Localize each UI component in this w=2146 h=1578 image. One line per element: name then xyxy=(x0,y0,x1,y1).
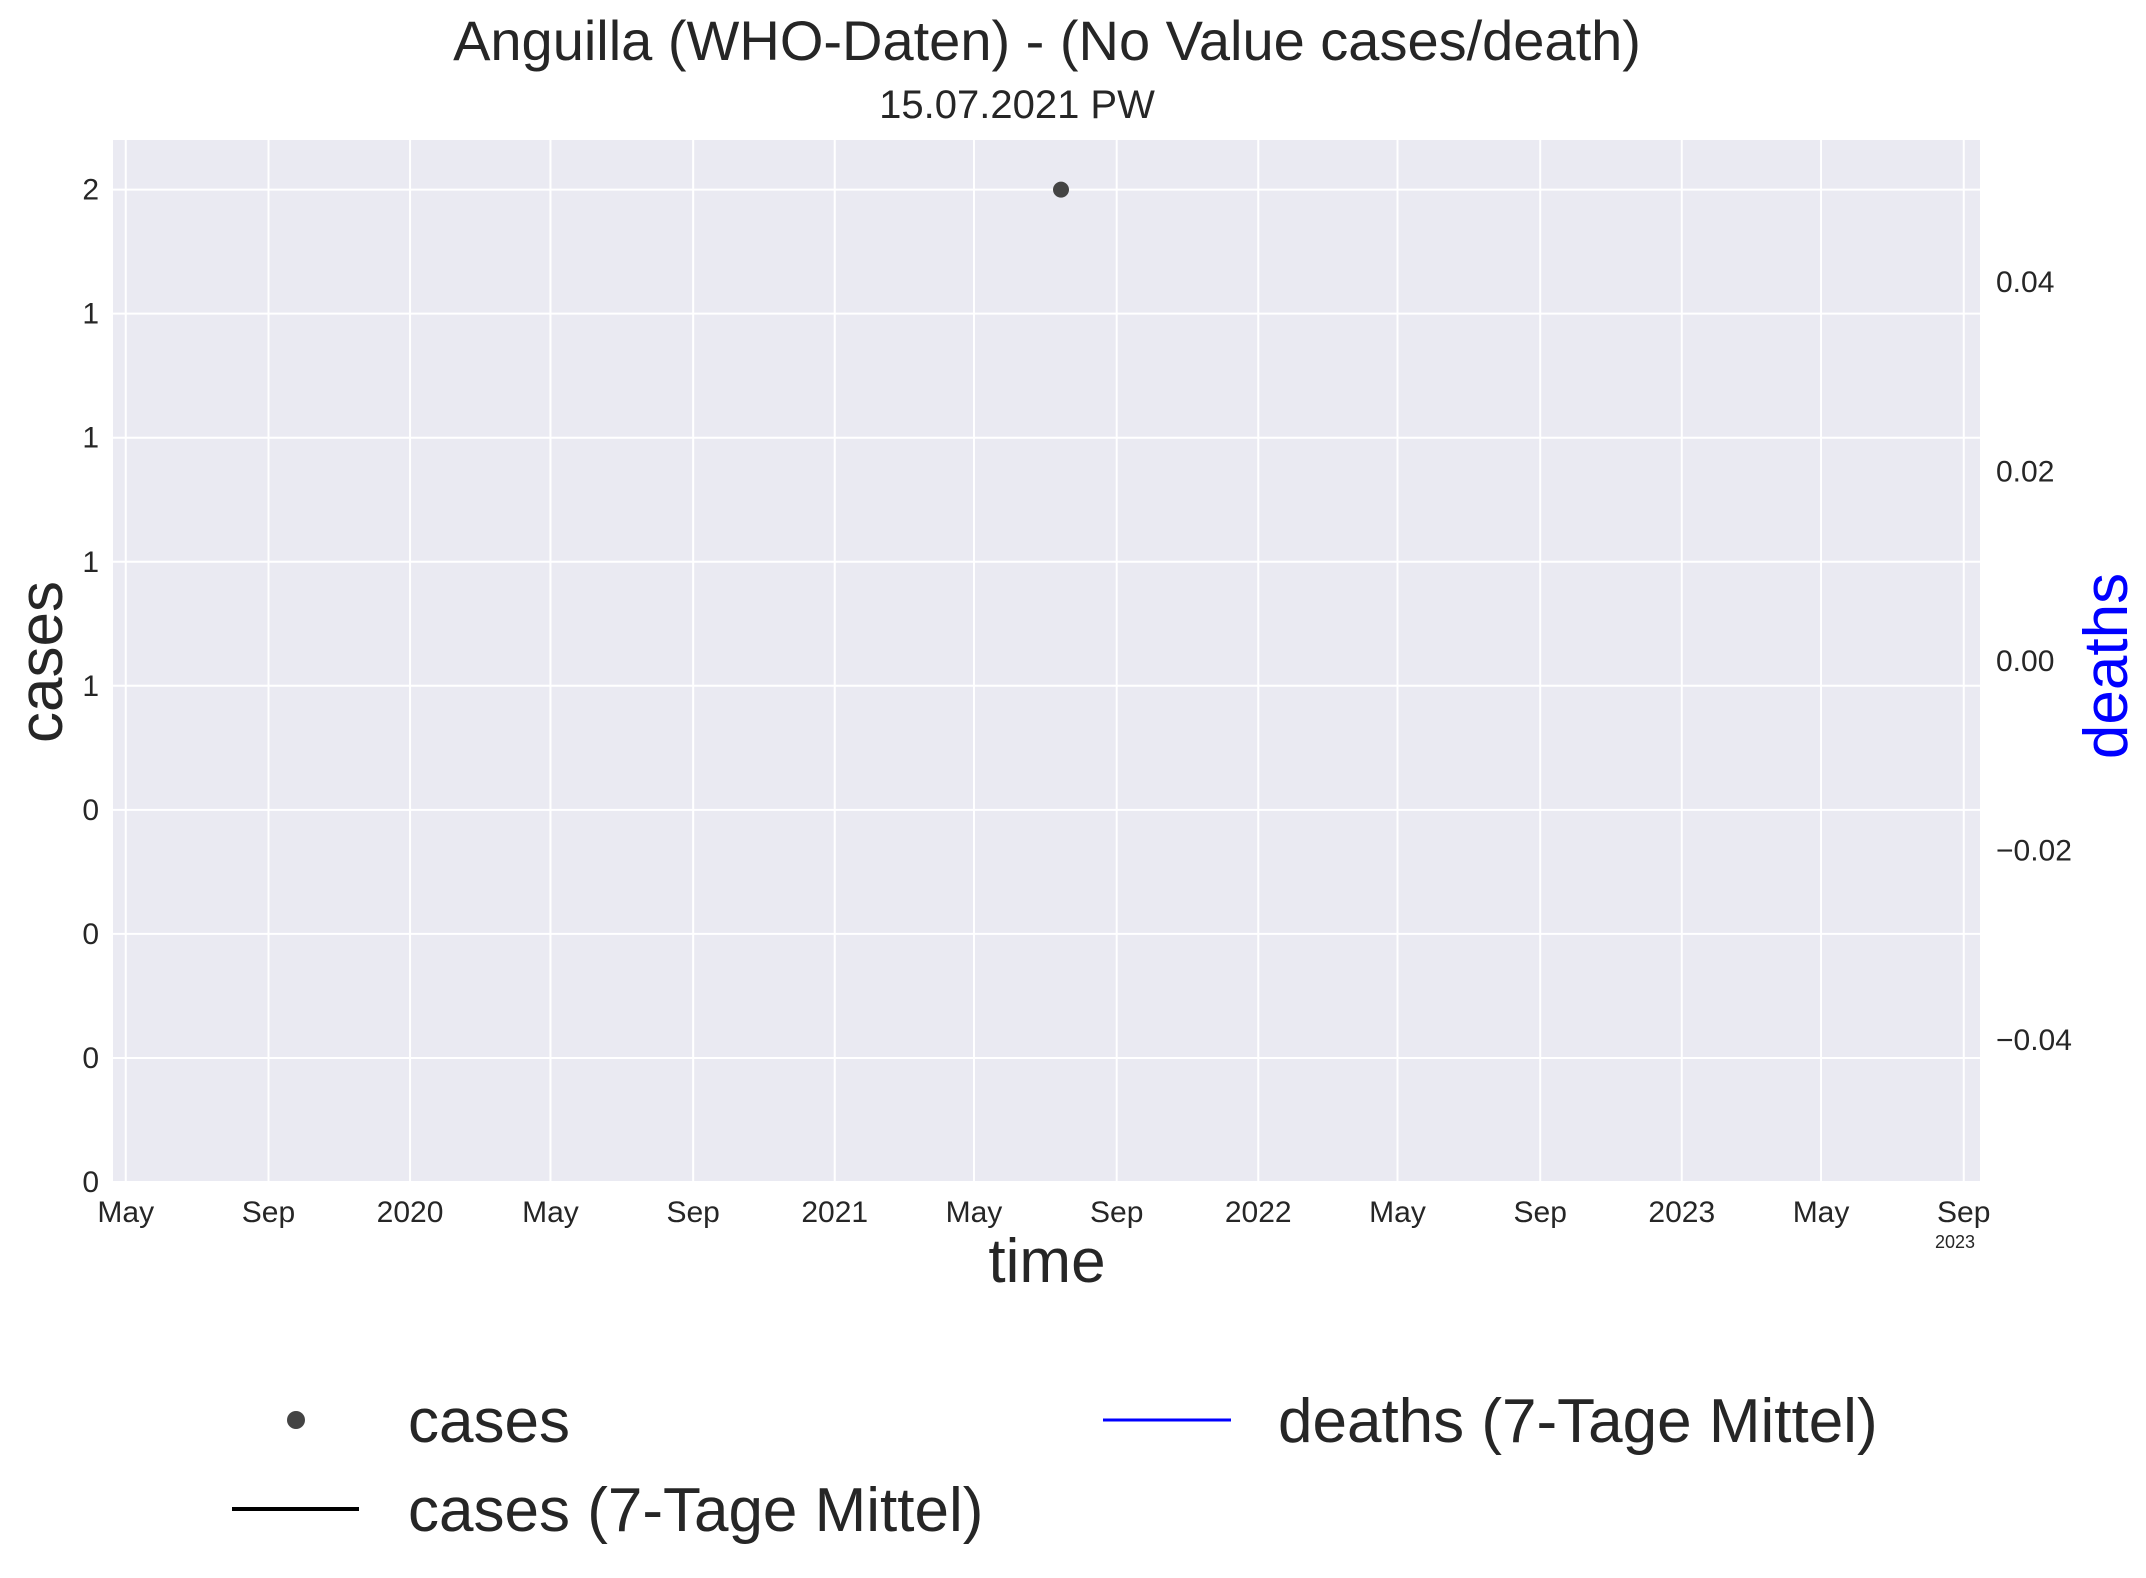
chart-title: Anguilla (WHO-Daten) - (No Value cases/d… xyxy=(453,9,1641,72)
x-tick-labels: May Sep 2020 May Sep 2021 May Sep 2022 May Sep 2023… xyxy=(97,1196,1990,1229)
y-left-tick-label: 1 xyxy=(82,422,99,455)
y-axis-label-left: cases xyxy=(7,581,76,743)
y-left-tick-label: 1 xyxy=(82,670,99,703)
y-left-tick-label: 0 xyxy=(82,794,99,827)
x-tick-label: 2021 xyxy=(801,1196,868,1229)
y-left-tick-label: 0 xyxy=(82,1166,99,1199)
x-tick-label: 2022 xyxy=(1225,1196,1292,1229)
x-tick-label: Sep xyxy=(666,1196,719,1229)
y-left-tick-labels: 0 0 0 0 1 1 1 1 2 xyxy=(82,174,99,1199)
gridlines xyxy=(113,140,1980,1183)
y-left-tick-label: 0 xyxy=(82,918,99,951)
legend-marker-cases xyxy=(287,1411,305,1429)
x-tick-label: 2023 xyxy=(1648,1196,1715,1229)
y-right-tick-label: 0.00 xyxy=(1996,645,2054,678)
y-right-tick-labels: 0.04 0.02 0.00 −0.02 −0.04 xyxy=(1996,266,2072,1057)
chart-subtitle: 15.07.2021 PW xyxy=(879,83,1155,127)
x-tick-label: May xyxy=(1793,1196,1850,1229)
x-tick-label: 2020 xyxy=(377,1196,444,1229)
legend-label-deaths-avg: deaths (7-Tage Mittel) xyxy=(1278,1387,1878,1456)
x-tick-label: May xyxy=(97,1196,154,1229)
data-point-cases xyxy=(1053,181,1070,198)
y-left-tick-label: 2 xyxy=(82,174,99,207)
y-left-tick-label: 1 xyxy=(82,298,99,331)
y-right-tick-label: 0.04 xyxy=(1996,266,2054,299)
x-tick-label: Sep xyxy=(242,1196,295,1229)
x-tick-label: Sep xyxy=(1514,1196,1567,1229)
x-tick-label: Sep xyxy=(1090,1196,1143,1229)
x-tick-label: May xyxy=(946,1196,1003,1229)
legend-label-cases: cases xyxy=(408,1387,570,1456)
y-axis-label-right: deaths xyxy=(2072,573,2141,759)
data-marks xyxy=(1053,181,1070,198)
x-tick-label: May xyxy=(1369,1196,1426,1229)
y-left-tick-label: 1 xyxy=(82,546,99,579)
x-tick-label: May xyxy=(522,1196,579,1229)
y-left-tick-label: 0 xyxy=(82,1042,99,1075)
plot-area xyxy=(113,140,1980,1182)
legend-label-cases-avg: cases (7-Tage Mittel) xyxy=(408,1476,983,1545)
x-offset-label: 2023 xyxy=(1935,1232,1975,1252)
x-tick-label: Sep xyxy=(1937,1196,1990,1229)
y-right-tick-label: −0.02 xyxy=(1996,834,2072,867)
y-right-tick-label: 0.02 xyxy=(1996,456,2054,489)
y-right-tick-label: −0.04 xyxy=(1996,1024,2072,1057)
legend: cases cases (7-Tage Mittel) deaths (7-Ta… xyxy=(232,1387,1878,1545)
x-axis-label: time xyxy=(988,1227,1105,1296)
